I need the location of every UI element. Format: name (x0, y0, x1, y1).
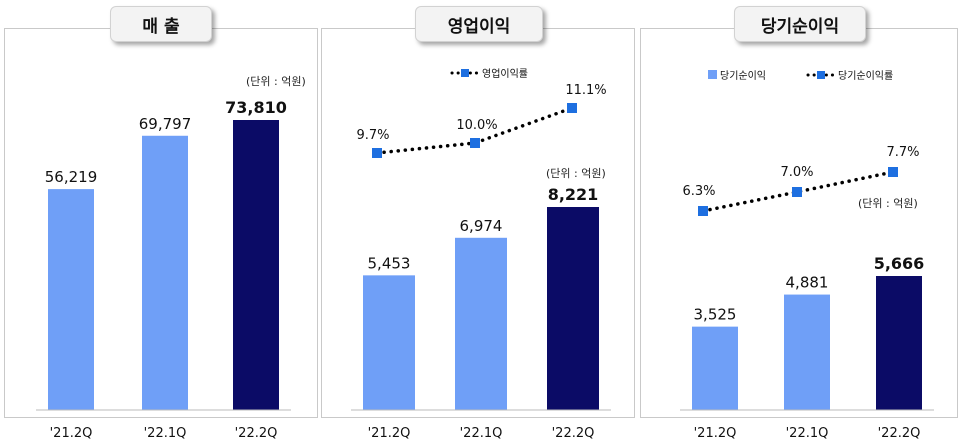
bar-value-label-2-2: 5,666 (874, 254, 925, 273)
bar-2-2 (876, 276, 922, 410)
bar-2-0 (692, 326, 738, 410)
legend-label-line-2: 당기순이익률 (838, 70, 893, 82)
x-tick-label-0-2: '22.2Q (235, 426, 278, 441)
x-tick-label-2-2: '22.2Q (878, 426, 921, 441)
line-marker-2-0 (698, 206, 708, 216)
legend-marker-2 (817, 71, 825, 79)
bar-value-label-1-0: 5,453 (368, 254, 411, 272)
bar-value-label-2-0: 3,525 (694, 306, 737, 324)
line-marker-2-2 (888, 167, 898, 177)
x-tick-label-1-0: '21.2Q (368, 426, 411, 441)
bar-1-0 (363, 275, 415, 410)
line-marker-1-2 (567, 103, 577, 113)
legend-label-line-1: 영업이익률 (482, 67, 528, 80)
x-tick-label-0-1: '22.1Q (144, 426, 187, 441)
line-marker-1-1 (470, 138, 480, 148)
line-value-label-1-1: 10.0% (456, 118, 497, 133)
line-value-label-1-0: 9.7% (356, 128, 389, 143)
bar-value-label-0-2: 73,810 (225, 98, 287, 117)
bar-value-label-2-1: 4,881 (786, 274, 829, 292)
x-tick-label-1-2: '22.2Q (552, 426, 595, 441)
net-income-unit-label: (단위 : 억원) (858, 197, 918, 210)
line-value-label-2-0: 6.3% (682, 184, 715, 199)
line-marker-2-1 (792, 187, 802, 197)
revenue-title: 매 출 (110, 6, 212, 42)
bar-0-0 (48, 189, 94, 410)
legend-label-bar-2: 당기순이익 (720, 70, 766, 82)
net-income-title: 당기순이익 (734, 6, 866, 42)
legend-marker-1 (461, 69, 469, 77)
bar-value-label-1-1: 6,974 (460, 217, 503, 235)
bar-0-2 (233, 120, 279, 410)
bar-0-1 (142, 135, 188, 411)
x-tick-label-0-0: '21.2Q (50, 426, 93, 441)
revenue-unit-label: (단위 : 억원) (246, 75, 306, 88)
x-tick-label-2-1: '22.1Q (786, 426, 829, 441)
operating-profit-unit-label: (단위 : 억원) (546, 167, 606, 180)
line-value-label-2-2: 7.7% (886, 145, 919, 160)
legend-swatch-bar-2 (708, 70, 717, 79)
line-value-label-1-2: 11.1% (565, 83, 606, 98)
bar-value-label-0-0: 56,219 (45, 168, 98, 186)
line-marker-1-0 (372, 148, 382, 158)
bar-value-label-1-2: 8,221 (548, 185, 599, 204)
line-value-label-2-1: 7.0% (780, 165, 813, 180)
x-tick-label-1-1: '22.1Q (460, 426, 503, 441)
bar-1-2 (547, 207, 599, 410)
bar-value-label-0-1: 69,797 (139, 115, 192, 133)
bar-2-1 (784, 294, 830, 410)
bar-1-1 (455, 237, 507, 410)
operating-profit-title: 영업이익 (415, 6, 543, 42)
x-tick-label-2-0: '21.2Q (694, 426, 737, 441)
